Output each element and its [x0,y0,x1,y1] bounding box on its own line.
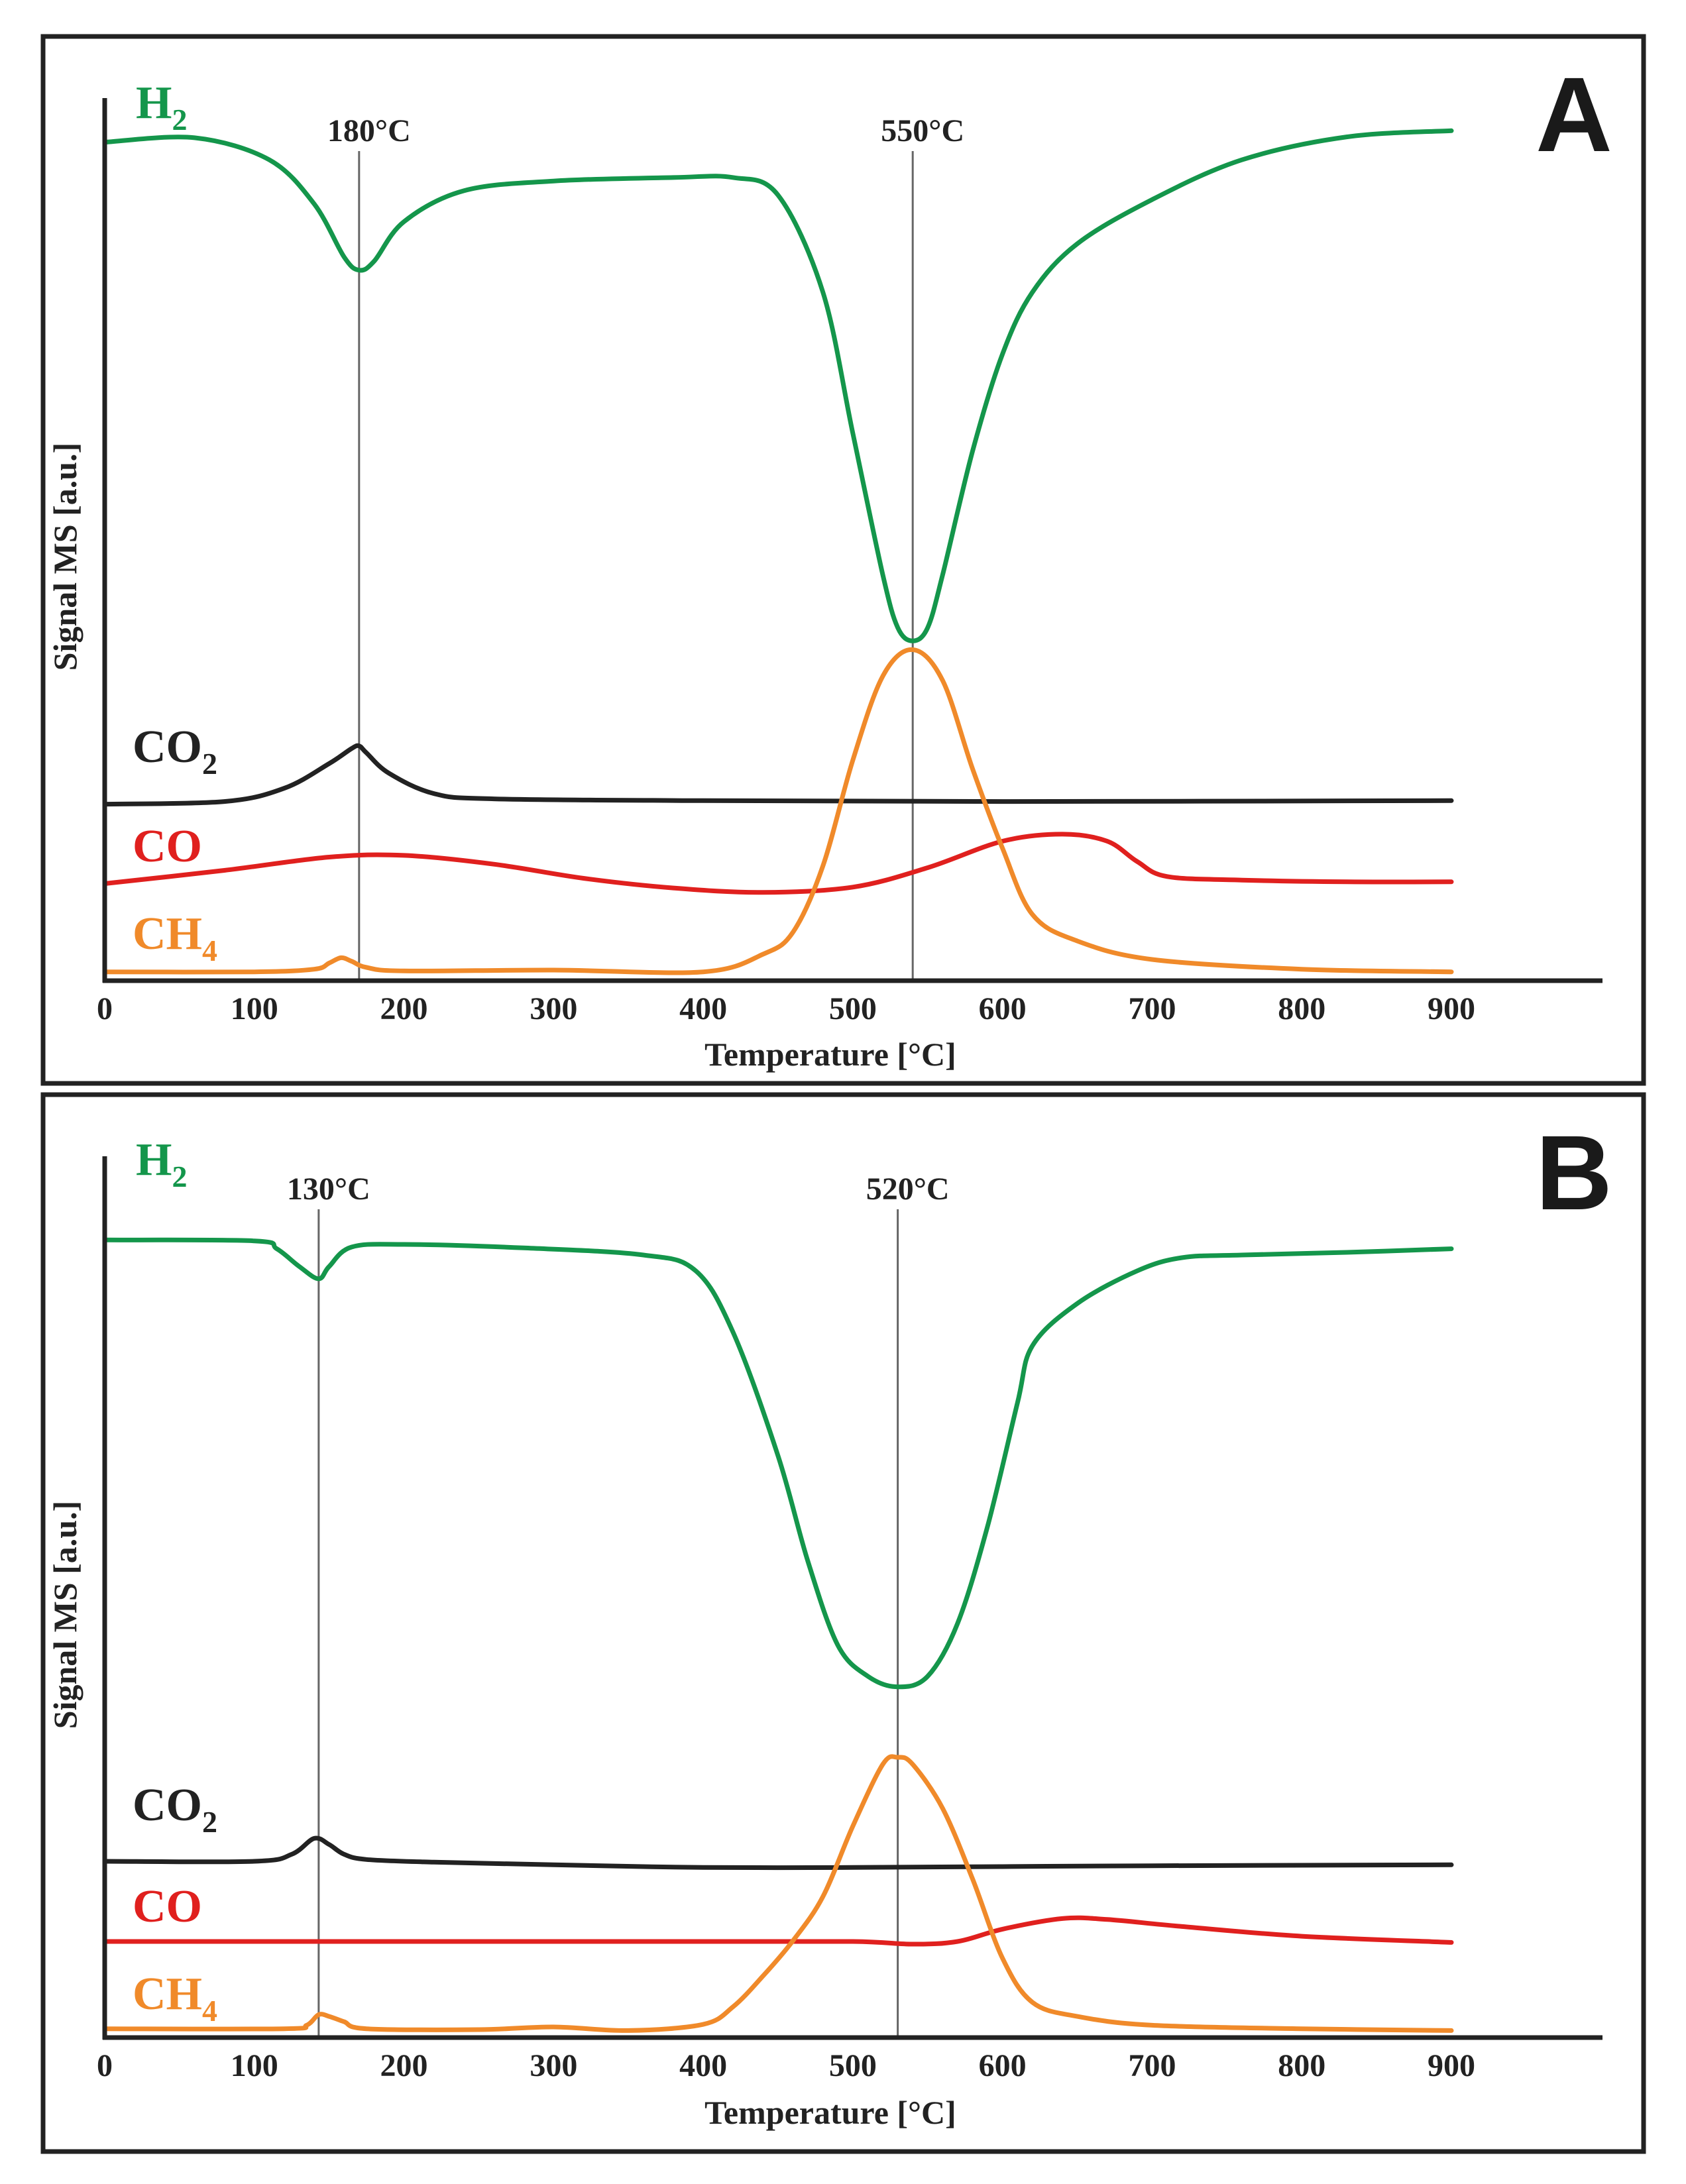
x-tick-label: 500 [829,991,877,1026]
legend-label-co2: CO2 [133,1780,217,1839]
x-tick-label: 400 [679,991,727,1026]
x-tick-label: 100 [231,2048,278,2083]
marker-label: 550°C [881,113,964,148]
x-tick-label: 900 [1428,991,1475,1026]
panel-letter: B [1536,1113,1612,1232]
legend-label-co: CO [133,1881,202,1932]
legend-label-co2: CO2 [133,722,217,781]
x-tick-label: 300 [530,2048,577,2083]
legend-label-subscript: 2 [172,1160,187,1193]
x-tick-label: 900 [1428,2048,1475,2083]
series-line-h2 [102,1237,1454,1690]
legend-label-main: H [136,78,172,129]
x-tick-label: 0 [97,2048,113,2083]
x-tick-label: 700 [1128,2048,1176,2083]
x-tick-label: 800 [1278,991,1325,1026]
x-tick-label: 0 [97,991,113,1026]
series-line-co2 [102,743,1454,807]
x-tick-label: 600 [979,991,1027,1026]
x-axis-title: Temperature [°C] [704,2094,956,2131]
x-tick-label: 100 [231,991,278,1026]
y-axis-title: Signal MS [a.u.] [46,443,84,671]
series-line-co [102,832,1454,895]
legend-label-main: CO [133,1780,202,1831]
x-tick-label: 500 [829,2048,877,2083]
legend-label-subscript: 4 [202,934,217,967]
marker-label: 520°C [866,1172,950,1207]
series-line-h2 [102,128,1454,643]
legend-label-main: CO [133,722,202,773]
x-tick-label: 600 [979,2048,1027,2083]
x-tick-label: 200 [380,991,428,1026]
legend-label-subscript: 2 [172,103,187,136]
marker-label: 130°C [287,1172,370,1207]
x-tick-label: 700 [1128,991,1176,1026]
x-tick-label: 400 [679,2048,727,2083]
panel-frame [40,1092,1646,2154]
x-axis-title: Temperature [°C] [704,1036,956,1073]
y-axis-title: Signal MS [a.u.] [46,1501,84,1729]
legend-label-main: CO [133,1881,202,1932]
panel-frame [40,34,1646,1086]
x-tick-label: 200 [380,2048,428,2083]
marker-label: 180°C [327,113,411,148]
legend-label-main: CH [133,1969,202,2020]
x-tick-label: 300 [530,991,577,1026]
series-line-co [102,1915,1454,1947]
panel-letter: A [1536,55,1612,174]
legend-label-subscript: 2 [202,1805,217,1839]
legend-label-h2: H2 [136,1134,187,1193]
legend-label-main: H [136,1134,172,1185]
legend-label-main: CO [133,821,202,872]
x-tick-label: 800 [1278,2048,1325,2083]
legend-label-subscript: 2 [202,747,217,781]
legend-label-subscript: 4 [202,1994,217,2028]
series-line-co2 [102,1835,1454,1871]
legend-label-main: CH [133,908,202,959]
series-line-ch4 [102,1754,1454,2033]
series-line-ch4 [102,647,1454,975]
legend-label-co: CO [133,821,202,872]
legend-label-ch4: CH4 [133,908,217,967]
legend-label-h2: H2 [136,78,187,136]
legend-label-ch4: CH4 [133,1969,217,2028]
